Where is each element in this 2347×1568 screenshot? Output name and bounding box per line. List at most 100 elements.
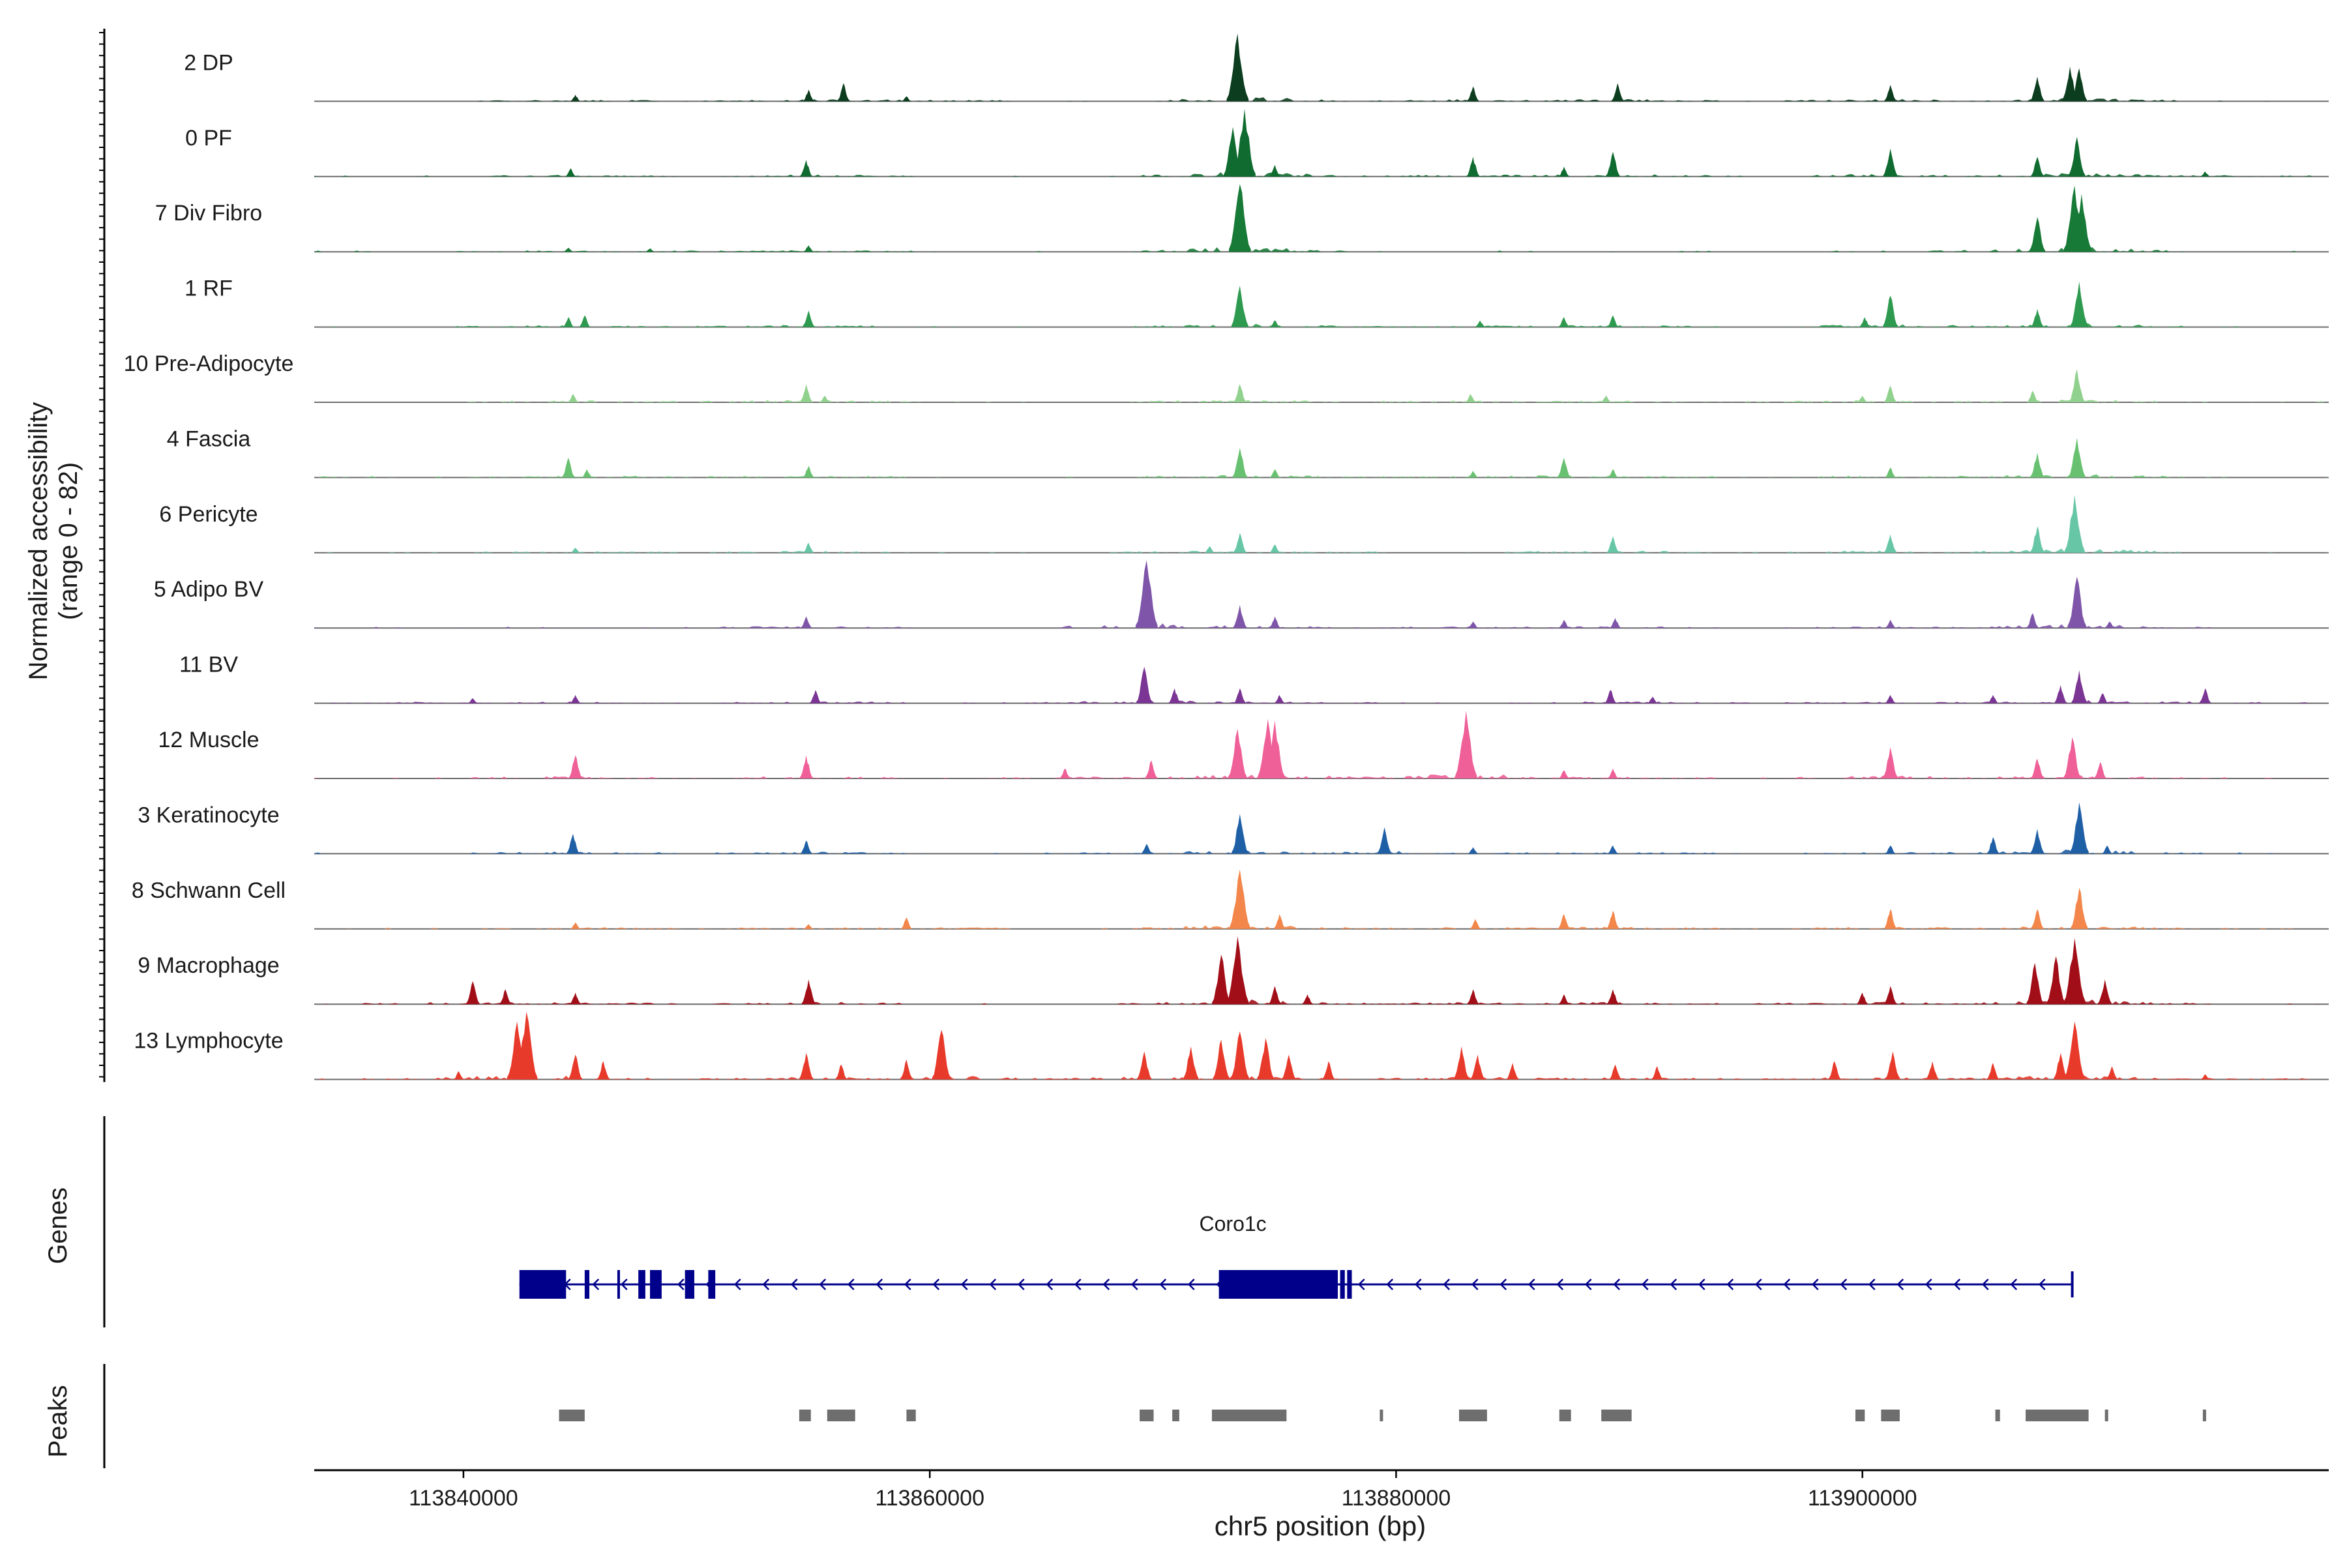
accessibility-peak: [1606, 989, 1619, 1005]
accessibility-peak: [645, 248, 655, 252]
accessibility-peak: [1828, 1061, 1841, 1080]
accessibility-peak: [2067, 576, 2087, 629]
accessibility-peak: [1647, 696, 1658, 703]
strand-arrow-icon: [1046, 1279, 1054, 1290]
gene-exon: [1218, 1270, 1338, 1299]
accessibility-peak: [567, 834, 580, 854]
peak-region: [2026, 1410, 2089, 1421]
accessibility-peak: [1885, 619, 1896, 629]
accessibility-peak: [803, 89, 814, 102]
accessibility-peak: [570, 694, 581, 703]
accessibility-peak: [800, 840, 812, 854]
track-7: 5 Adipo BV: [154, 560, 2329, 629]
accessibility-peak: [567, 394, 579, 402]
strand-arrow-icon: [1074, 1279, 1082, 1290]
accessibility-peak: [1183, 1046, 1199, 1080]
strand-arrow-icon: [1443, 1279, 1451, 1290]
accessibility-peak: [568, 1054, 583, 1080]
accessibility-peak: [1609, 1064, 1621, 1080]
accessibility-peak: [1230, 869, 1250, 929]
accessibility-peak: [1233, 604, 1247, 629]
strand-arrow-icon: [762, 1279, 770, 1290]
accessibility-peak: [2046, 956, 2065, 1005]
accessibility-peak: [1859, 317, 1870, 327]
accessibility-peak: [1883, 148, 1898, 177]
strand-arrow-icon: [819, 1279, 827, 1290]
strand-arrow-icon: [1556, 1279, 1564, 1290]
accessibility-peak: [1557, 458, 1571, 478]
accessibility-peak: [1883, 747, 1898, 778]
accessibility-peak: [1269, 320, 1280, 327]
accessibility-peak: [819, 395, 831, 402]
track-1: 0 PF: [185, 108, 2329, 177]
accessibility-peak: [2071, 68, 2088, 102]
strand-arrow-icon: [1981, 1279, 1989, 1290]
accessibility-peak: [1601, 395, 1612, 402]
track-noise: [314, 400, 2329, 402]
peak-region: [1380, 1410, 1383, 1421]
strand-arrow-icon: [2010, 1279, 2018, 1290]
peak-region: [1881, 1410, 1900, 1421]
accessibility-peak: [1884, 986, 1897, 1005]
accessibility-peak: [2064, 495, 2085, 553]
peaks-axis-title: Peaks: [44, 1385, 72, 1457]
accessibility-peak: [801, 979, 816, 1005]
gene-exon: [685, 1270, 694, 1299]
accessibility-peak: [2030, 76, 2044, 102]
peak-region: [1211, 1410, 1287, 1421]
accessibility-peak: [810, 690, 821, 703]
accessibility-peak: [1212, 954, 1231, 1005]
accessibility-peak: [1233, 384, 1247, 402]
accessibility-peak: [2026, 613, 2039, 629]
accessibility-peak: [800, 384, 813, 402]
accessibility-peak: [900, 1059, 913, 1080]
accessibility-peak: [1469, 919, 1481, 929]
strand-arrow-icon: [1613, 1279, 1621, 1290]
accessibility-peak: [1302, 994, 1313, 1005]
strand-arrow-icon: [876, 1279, 883, 1290]
track-8: 11 BV: [179, 653, 2329, 704]
peaks-panel: [103, 1364, 2206, 1468]
track-3: 1 RF: [185, 276, 2329, 328]
accessibility-peak: [1857, 992, 1868, 1005]
strand-arrow-icon: [1698, 1279, 1705, 1290]
strand-arrow-icon: [1584, 1279, 1592, 1290]
accessibility-peak: [1885, 467, 1897, 478]
accessibility-peak: [1558, 770, 1570, 778]
strand-arrow-icon: [1811, 1279, 1819, 1290]
strand-arrow-icon: [1641, 1279, 1649, 1290]
y-axis-title: Normalized accessibility: [24, 402, 53, 681]
track-label: 4 Fascia: [167, 426, 251, 451]
accessibility-peak: [800, 160, 812, 177]
track-noise: [314, 548, 2329, 553]
accessibility-peak: [2031, 758, 2044, 778]
accessibility-peak: [1273, 914, 1286, 929]
track-label: 12 Muscle: [158, 728, 259, 752]
accessibility-peak: [1226, 33, 1249, 102]
accessibility-peak: [800, 616, 812, 629]
strand-arrow-icon: [1925, 1279, 1932, 1290]
accessibility-peak: [1453, 1046, 1469, 1080]
gene-exon: [708, 1270, 716, 1299]
accessibility-peak: [561, 458, 575, 478]
track-2: 7 Div Fibro: [155, 184, 2329, 253]
x-axis-title: chr5 position (bp): [1215, 1511, 1426, 1541]
accessibility-peak: [2063, 737, 2081, 778]
accessibility-peak: [1987, 694, 1999, 703]
track-label: 3 Keratinocyte: [138, 803, 279, 827]
accessibility-peak: [1274, 694, 1285, 703]
accessibility-peak: [1857, 395, 1868, 402]
accessibility-peak: [2064, 1021, 2085, 1080]
accessibility-peak: [569, 992, 582, 1005]
accessibility-peak: [2102, 845, 2113, 854]
accessibility-peak: [1257, 1038, 1275, 1080]
genes-axis-title: Genes: [44, 1187, 72, 1264]
accessibility-peak: [901, 96, 912, 102]
accessibility-peak: [803, 466, 814, 478]
strand-arrow-icon: [1017, 1279, 1025, 1290]
accessibility-peak: [1606, 910, 1619, 929]
strand-arrow-icon: [960, 1279, 968, 1290]
accessibility-peak: [1558, 317, 1570, 327]
strand-arrow-icon: [592, 1279, 600, 1290]
tracks-panel: 2 DP 0 PF 7 Div Fibro 1 RF 10 Pre-Adipocyte 4…: [124, 33, 2329, 1080]
